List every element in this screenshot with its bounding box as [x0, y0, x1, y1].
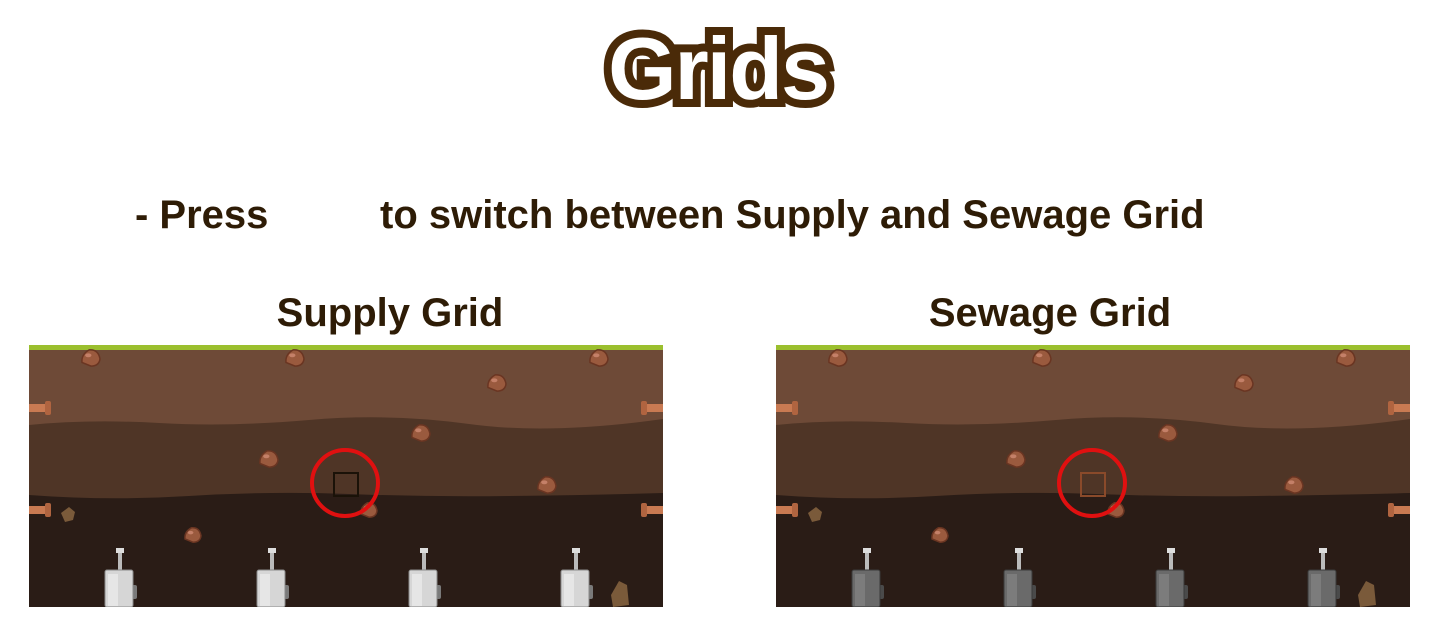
rock-icon: [1284, 476, 1304, 494]
rock-icon: [184, 527, 202, 543]
rock-icon: [611, 581, 629, 607]
rock-icon: [487, 374, 507, 392]
grass-strip: [776, 345, 1410, 350]
pipe-icon: [1388, 503, 1410, 517]
sewage-grid-panel[interactable]: [776, 345, 1410, 607]
sewage-grid-label: Sewage Grid: [928, 291, 1172, 335]
pipe-icon: [641, 503, 663, 517]
rock-icon: [259, 450, 279, 468]
blank-key-icon: [292, 196, 356, 236]
supply-grid-panel[interactable]: [29, 345, 663, 607]
red-circle-highlight-icon: [1057, 448, 1127, 518]
rock-icon: [81, 349, 101, 367]
pipe-icon: [641, 401, 663, 415]
instruction-text-before: - Press: [135, 193, 269, 237]
rock-icon: [808, 507, 822, 522]
rock-icon: [411, 424, 431, 442]
valve-appliance-icon: [256, 548, 289, 607]
rock-icon: [589, 349, 609, 367]
valve-appliance-icon: [1003, 548, 1036, 607]
underground-scene: [29, 345, 663, 607]
pipe-icon: [29, 503, 51, 517]
grass-strip: [29, 345, 663, 350]
valve-appliance-icon: [560, 548, 593, 607]
selected-grid-cell: [333, 472, 359, 497]
valve-appliance-icon: [851, 548, 884, 607]
page-title: Grids: [600, 11, 838, 126]
valve-appliance-icon: [1155, 548, 1188, 607]
pipe-icon: [776, 503, 798, 517]
supply-grid-label: Supply Grid: [276, 291, 504, 335]
rock-icon: [931, 527, 949, 543]
rock-icon: [1032, 349, 1052, 367]
pipe-icon: [29, 401, 51, 415]
red-circle-highlight-icon: [310, 448, 380, 518]
pipe-icon: [776, 401, 798, 415]
rock-icon: [1158, 424, 1178, 442]
rock-icon: [61, 507, 75, 522]
valve-appliance-icon: [1307, 548, 1340, 607]
rock-icon: [1358, 581, 1376, 607]
instruction-text-after: to switch between Supply and Sewage Grid: [380, 193, 1205, 237]
rock-icon: [1234, 374, 1254, 392]
top-soil-layer: [29, 345, 663, 429]
selected-grid-cell: [1080, 472, 1106, 497]
rock-icon: [1336, 349, 1356, 367]
valve-appliance-icon: [104, 548, 137, 607]
valve-appliance-icon: [408, 548, 441, 607]
rock-icon: [285, 349, 305, 367]
top-soil-layer: [776, 345, 1410, 429]
rock-icon: [828, 349, 848, 367]
underground-scene: [776, 345, 1410, 607]
pipe-icon: [1388, 401, 1410, 415]
rock-icon: [1006, 450, 1026, 468]
rock-icon: [537, 476, 557, 494]
